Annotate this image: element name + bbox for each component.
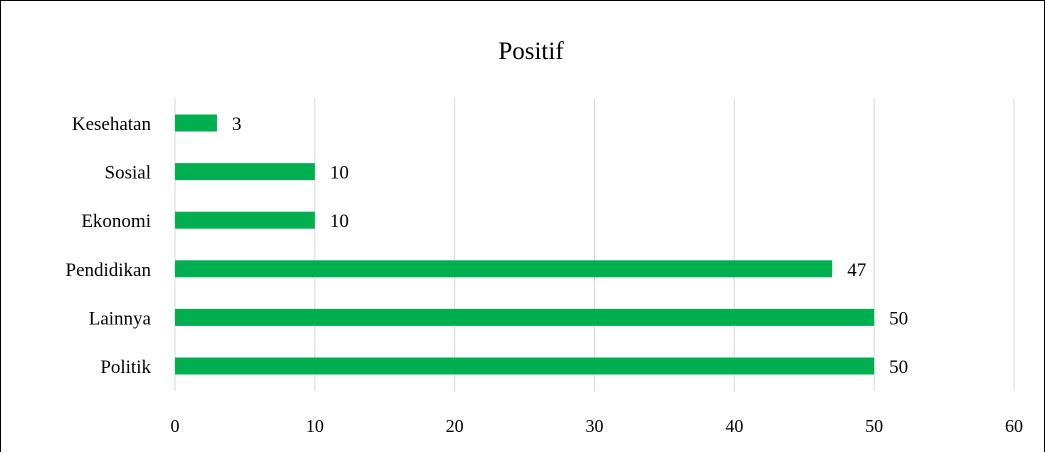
x-tick-label: 0 [171, 416, 180, 436]
category-label: Politik [100, 357, 151, 378]
x-tick-label: 60 [1005, 416, 1023, 436]
bar [175, 308, 875, 326]
bar [175, 114, 217, 132]
data-labels: 3 10 10 47 50 50 [232, 114, 908, 378]
x-tick-label: 20 [446, 416, 464, 436]
bar [175, 357, 875, 375]
category-label: Sosial [105, 163, 151, 184]
bar [175, 163, 315, 181]
category-label: Pendidikan [66, 260, 152, 281]
x-tick-label: 50 [865, 416, 883, 436]
data-label: 10 [330, 211, 349, 232]
x-tick-label: 10 [306, 416, 324, 436]
data-label: 50 [889, 357, 908, 378]
x-tick-label: 30 [586, 416, 604, 436]
data-label: 50 [889, 308, 908, 329]
category-labels: Kesehatan Sosial Ekonomi Pendidikan Lainnya P… [66, 114, 152, 378]
bars [175, 114, 875, 375]
x-tick-labels: 0 10 20 30 40 50 60 [171, 416, 1024, 436]
data-label: 3 [232, 114, 242, 135]
x-tick-label: 40 [725, 416, 743, 436]
gridlines [174, 98, 1015, 391]
data-label: 10 [330, 163, 349, 184]
data-label: 47 [847, 260, 866, 281]
category-label: Kesehatan [72, 114, 152, 135]
chart-title: Positif [498, 38, 564, 65]
bar [175, 211, 315, 229]
category-label: Ekonomi [81, 211, 151, 232]
bar [175, 260, 833, 278]
category-label: Lainnya [89, 308, 152, 329]
